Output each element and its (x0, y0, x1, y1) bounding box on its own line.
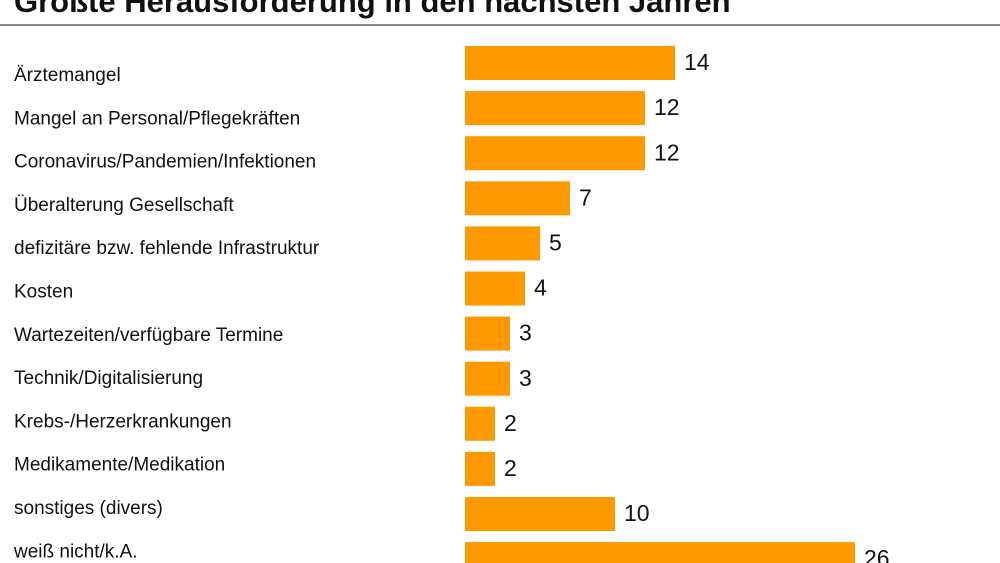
value-label: 7 (579, 184, 592, 210)
category-label: Coronavirus/Pandemien/Infektionen (14, 152, 316, 173)
category-label: Überalterung Gesellschaft (14, 195, 234, 216)
value-label: 2 (504, 410, 517, 436)
bar (465, 451, 495, 486)
value-label: 5 (549, 229, 562, 255)
category-label: sonstiges (divers) (14, 498, 163, 519)
category-label: Ärztemangel (14, 65, 121, 86)
value-label: 14 (684, 49, 710, 75)
bar (465, 316, 510, 351)
bar (465, 271, 525, 306)
category-label: Kosten (14, 282, 73, 303)
value-label: 4 (534, 275, 547, 301)
value-label: 2 (504, 455, 517, 481)
bar (465, 542, 855, 563)
category-label: weiß nicht/k.A. (13, 541, 138, 562)
bar (465, 136, 645, 171)
value-label: 3 (519, 320, 532, 346)
category-label: Wartezeiten/verfügbare Termine (14, 325, 283, 346)
category-label: Krebs-/Herzerkrankungen (14, 411, 232, 432)
value-label: 12 (654, 94, 680, 120)
bar (465, 226, 540, 261)
bar (465, 91, 645, 126)
bar (465, 181, 570, 216)
bar (465, 361, 510, 396)
value-label: 12 (654, 139, 680, 165)
bar (465, 406, 495, 441)
category-label: defizitäre bzw. fehlende Infrastruktur (14, 238, 320, 259)
value-label: 10 (624, 500, 650, 526)
chart-title: Größte Herausforderung in den nächsten J… (14, 0, 731, 19)
bar (465, 497, 615, 531)
category-label: Mangel an Personal/Pflegekräften (14, 108, 300, 129)
category-label: Medikamente/Medikation (14, 455, 225, 476)
value-label: 3 (519, 365, 532, 391)
category-label: Technik/Digitalisierung (14, 368, 203, 389)
value-label: 26 (864, 545, 890, 563)
bar (465, 46, 675, 80)
